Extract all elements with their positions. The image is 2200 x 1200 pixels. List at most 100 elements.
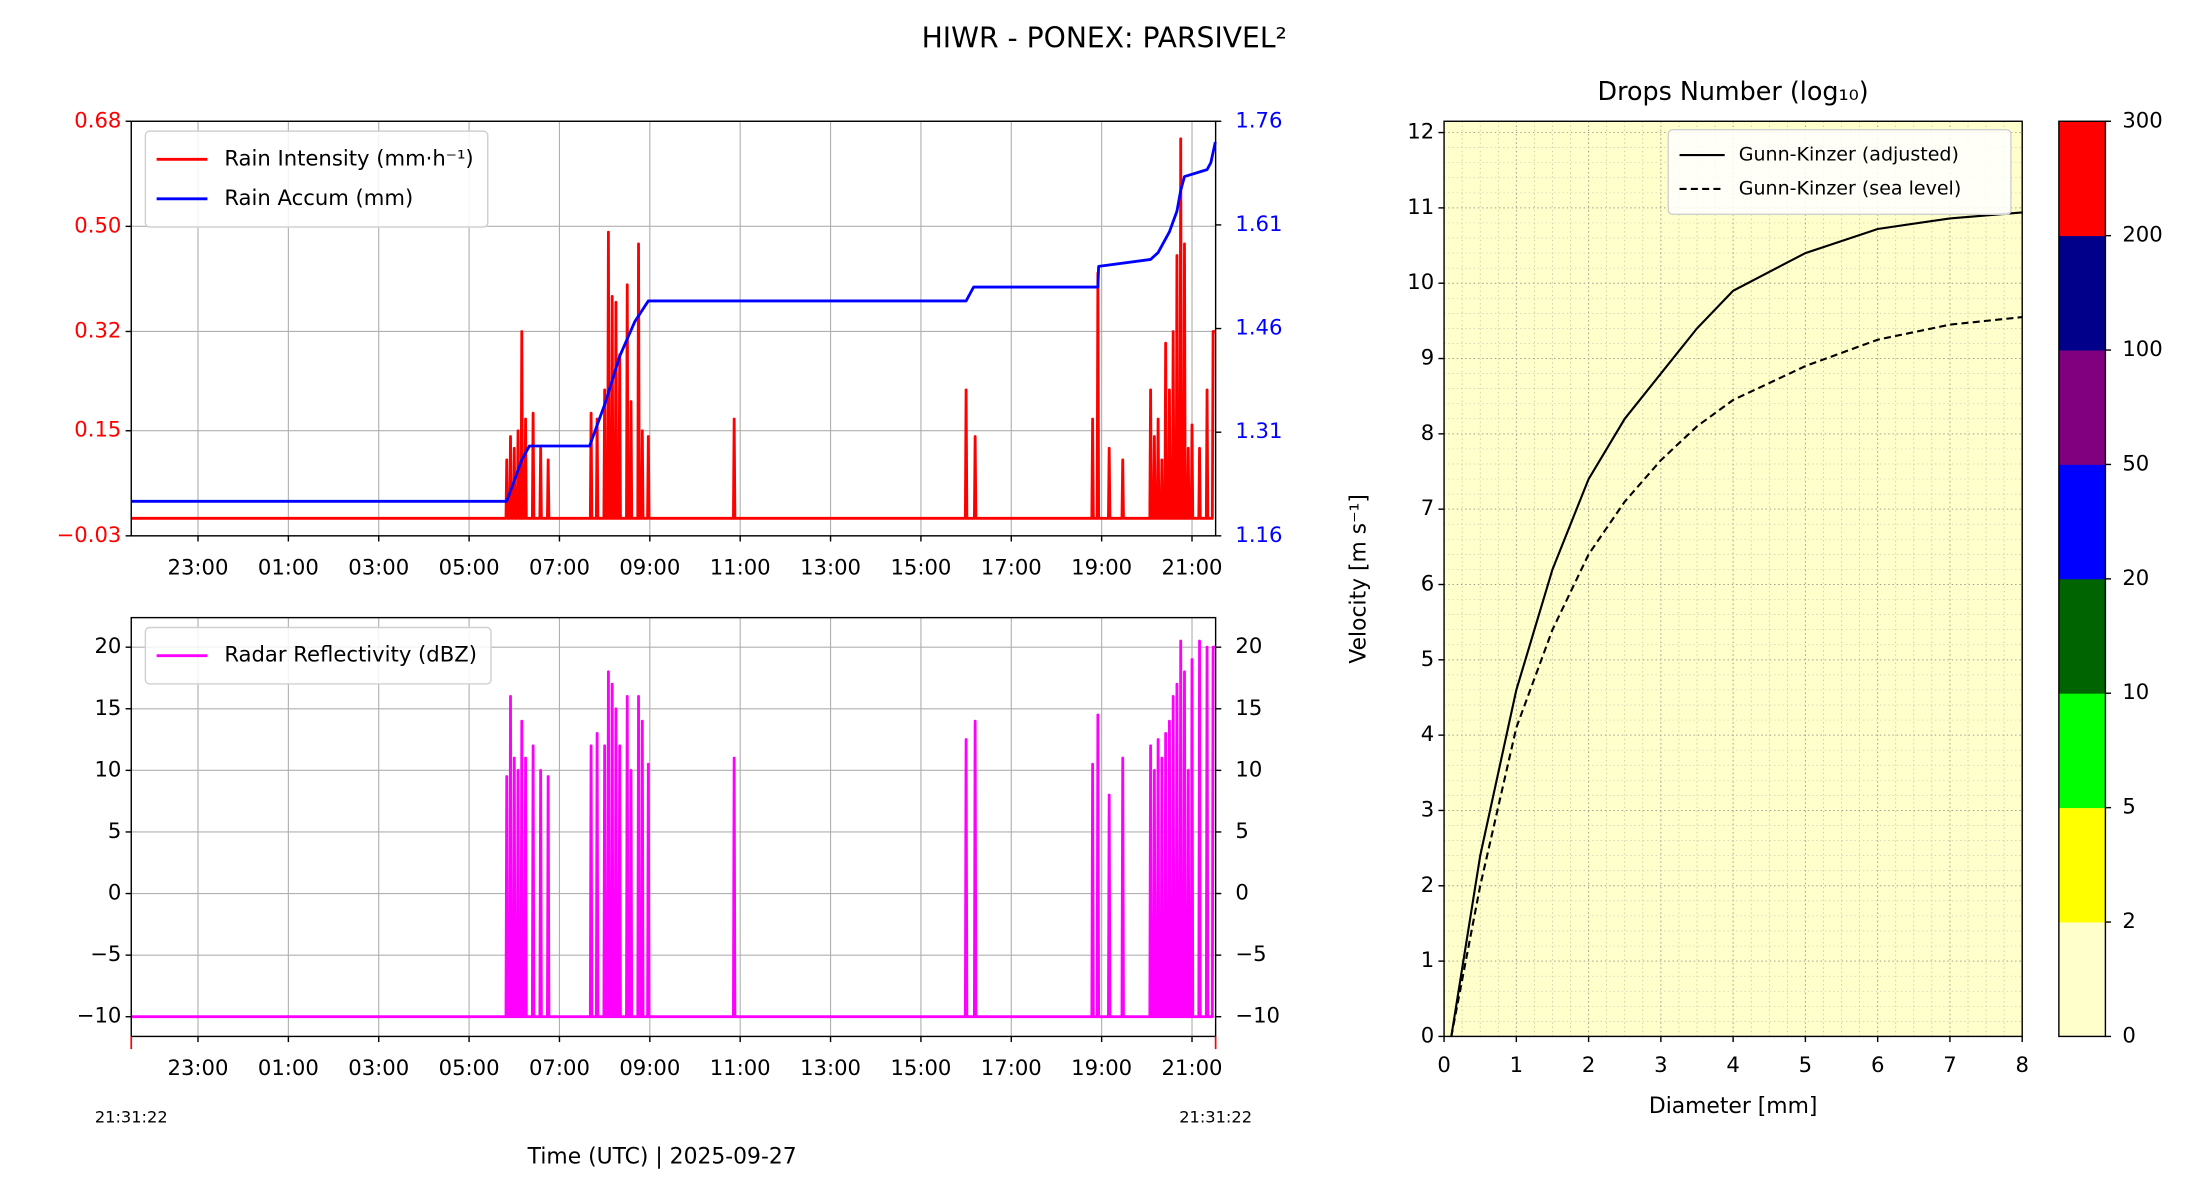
y-tick-label: 12 bbox=[1407, 119, 1434, 144]
y-tick-label: 2 bbox=[1421, 872, 1434, 897]
legend: Gunn-Kinzer (adjusted) Gunn-Kinzer (sea l… bbox=[1667, 129, 2012, 216]
x-tick-label: 17:00 bbox=[981, 1055, 1042, 1080]
x-tick-label: 19:00 bbox=[1071, 1055, 1132, 1080]
y-tick-label: 0.32 bbox=[74, 317, 121, 342]
x-tick-label: 19:00 bbox=[1071, 554, 1132, 579]
colorbar-bin bbox=[2058, 235, 2106, 351]
x-tick-label: 11:00 bbox=[710, 1055, 771, 1080]
x-tick-label: 05:00 bbox=[439, 554, 500, 579]
y2-tick-label: −5 bbox=[1235, 941, 1266, 966]
colorbar-bin bbox=[2058, 464, 2106, 580]
colorbar-bin bbox=[2058, 922, 2106, 1037]
x-tick-label: 6 bbox=[1871, 1052, 1884, 1077]
y2-tick-label: 0 bbox=[1235, 880, 1248, 905]
x-tick-label: 15:00 bbox=[890, 554, 951, 579]
x-tick-label: 13:00 bbox=[800, 554, 861, 579]
y2-tick-label: 1.76 bbox=[1235, 107, 1282, 132]
y-tick-label: 0.68 bbox=[74, 107, 121, 132]
y2-tick-label: 1.16 bbox=[1235, 522, 1282, 547]
legend-label: Rain Accum (mm) bbox=[224, 185, 413, 210]
y-tick-label: 8 bbox=[1421, 420, 1434, 445]
x-tick-label: 13:00 bbox=[800, 1055, 861, 1080]
colorbar-tick-label: 20 bbox=[2122, 565, 2149, 590]
y-tick-label: 4 bbox=[1421, 721, 1434, 746]
curve bbox=[1450, 316, 2023, 1037]
y-tick-label: −5 bbox=[90, 941, 121, 966]
y2-tick-label: −10 bbox=[1235, 1003, 1280, 1028]
y2-tick-label: 15 bbox=[1235, 695, 1262, 720]
y-tick-label: 10 bbox=[1407, 269, 1434, 294]
colorbar-tick-label: 50 bbox=[2122, 450, 2149, 475]
x-tick-label: 0 bbox=[1437, 1052, 1450, 1077]
y-tick-label: 11 bbox=[1407, 194, 1434, 219]
y2-tick-label: 1.61 bbox=[1235, 211, 1282, 236]
x-tick-label: 4 bbox=[1726, 1052, 1739, 1077]
time-chart: −10 −10 −5 −5 0 0 5 5 10 10 15 15 20 20 23:00 01:00 03:0… bbox=[77, 616, 1280, 1170]
figure-title: HIWR - PONEX: PARSIVEL² bbox=[922, 21, 1287, 54]
y2-tick-label: 20 bbox=[1235, 633, 1262, 658]
colorbar-bin bbox=[2058, 578, 2106, 694]
y-tick-label: 20 bbox=[94, 633, 121, 658]
x-tick-label: 09:00 bbox=[619, 554, 680, 579]
y-tick-label: 5 bbox=[108, 818, 121, 843]
x-tick-label: 01:00 bbox=[258, 1055, 319, 1080]
x-tick-label: 1 bbox=[1510, 1052, 1523, 1077]
y-tick-label: 0 bbox=[108, 880, 121, 905]
y-tick-label: 9 bbox=[1421, 345, 1434, 370]
chart-title: Drops Number (log₁₀) bbox=[1598, 76, 1869, 106]
x-tick-label: 01:00 bbox=[258, 554, 319, 579]
x-axis-label: Diameter [mm] bbox=[1649, 1094, 1818, 1119]
y-tick-label: 6 bbox=[1421, 570, 1434, 595]
x-tick-label: 17:00 bbox=[981, 554, 1042, 579]
y-tick-label: −0.03 bbox=[57, 522, 122, 547]
colorbar-tick-label: 0 bbox=[2122, 1022, 2135, 1047]
y2-tick-label: 5 bbox=[1235, 818, 1248, 843]
x-tick-label: 23:00 bbox=[168, 554, 229, 579]
y2-tick-label: 1.31 bbox=[1235, 418, 1282, 443]
x-tick-label: 8 bbox=[2015, 1052, 2028, 1077]
y-tick-label: 0 bbox=[1421, 1022, 1434, 1047]
x-tick-label: 5 bbox=[1799, 1052, 1812, 1077]
legend: Rain Intensity (mm·h⁻¹) Rain Accum (mm) bbox=[144, 130, 489, 228]
series-line bbox=[131, 141, 1217, 503]
y-tick-label: 7 bbox=[1421, 495, 1434, 520]
legend-label: Rain Intensity (mm·h⁻¹) bbox=[224, 145, 473, 170]
x-tick-label: 7 bbox=[1943, 1052, 1956, 1077]
legend-label: Radar Reflectivity (dBZ) bbox=[224, 642, 477, 667]
x-tick-label: 07:00 bbox=[529, 1055, 590, 1080]
x-tick-label: 15:00 bbox=[890, 1055, 951, 1080]
legend-label: Gunn-Kinzer (adjusted) bbox=[1739, 144, 1959, 166]
y-tick-label: 3 bbox=[1421, 796, 1434, 821]
legend-box bbox=[144, 130, 489, 228]
colorbar-tick-label: 200 bbox=[2122, 222, 2162, 247]
y-axis-label: Velocity [m s⁻¹] bbox=[1346, 494, 1371, 664]
x-tick-label: 2 bbox=[1582, 1052, 1595, 1077]
x-edge-label: 21:31:22 bbox=[95, 1108, 168, 1127]
y2-tick-label: 1.46 bbox=[1235, 315, 1282, 340]
y-tick-label: 15 bbox=[94, 695, 121, 720]
curve bbox=[1450, 211, 2023, 1037]
x-tick-label: 09:00 bbox=[619, 1055, 680, 1080]
y-tick-label: 5 bbox=[1421, 646, 1434, 671]
colorbar-tick-label: 10 bbox=[2122, 679, 2149, 704]
legend: Radar Reflectivity (dBZ) bbox=[144, 626, 492, 685]
colorbar-bin bbox=[2058, 807, 2106, 923]
x-tick-label: 07:00 bbox=[529, 554, 590, 579]
x-axis-label: Time (UTC) | 2025-09-27 bbox=[527, 1145, 797, 1170]
plot-frame bbox=[130, 616, 1217, 1038]
x-edge-label: 21:31:22 bbox=[1179, 1108, 1252, 1127]
colorbar-tick-label: 5 bbox=[2122, 794, 2135, 819]
colorbar-bin bbox=[2058, 693, 2106, 809]
series-line bbox=[131, 639, 1216, 1019]
colorbar-tick-label: 300 bbox=[2122, 107, 2162, 132]
colorbar-tick-label: 2 bbox=[2122, 908, 2135, 933]
legend-box bbox=[1667, 129, 2012, 216]
x-tick-label: 3 bbox=[1654, 1052, 1667, 1077]
legend-label: Gunn-Kinzer (sea level) bbox=[1739, 177, 1961, 199]
x-tick-label: 23:00 bbox=[168, 1055, 229, 1080]
y-tick-label: 1 bbox=[1421, 947, 1434, 972]
y-tick-label: −10 bbox=[77, 1003, 122, 1028]
